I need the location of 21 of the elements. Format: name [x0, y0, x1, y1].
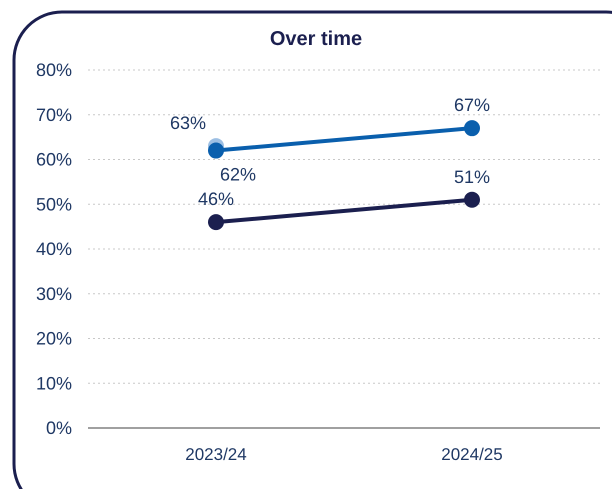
- y-tick-label: 20%: [36, 328, 72, 348]
- point: [208, 214, 224, 230]
- y-tick-label: 30%: [36, 284, 72, 304]
- y-tick-label: 10%: [36, 373, 72, 394]
- y-tick-label: 0%: [46, 418, 72, 438]
- y-tick-label: 40%: [36, 239, 72, 259]
- point: [208, 142, 224, 159]
- data-label: 51%: [454, 166, 490, 187]
- y-tick-label: 60%: [36, 150, 72, 170]
- data-label: 62%: [220, 164, 256, 185]
- data-label: 67%: [454, 95, 490, 116]
- chart-title: Over time: [270, 28, 362, 50]
- point: [464, 120, 480, 136]
- data-label: 63%: [170, 113, 206, 134]
- point: [464, 192, 480, 208]
- y-tick-label: 50%: [36, 194, 72, 214]
- y-tick-label: 80%: [36, 60, 72, 80]
- data-label: 46%: [198, 189, 234, 210]
- x-tick-label: 2023/24: [185, 445, 247, 464]
- y-tick-label: 70%: [36, 104, 72, 125]
- x-tick-label: 2024/25: [441, 445, 503, 464]
